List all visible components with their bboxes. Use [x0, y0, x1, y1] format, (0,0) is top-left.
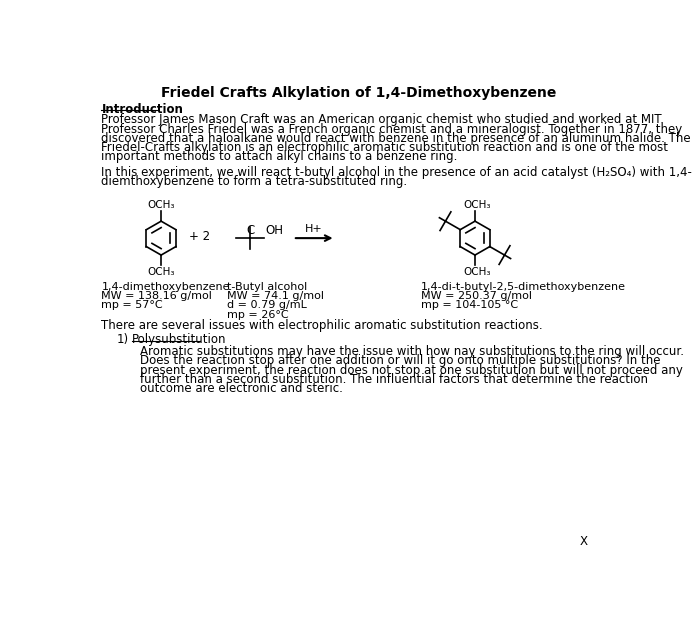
- Text: Professor James Mason Craft was an American organic chemist who studied and work: Professor James Mason Craft was an Ameri…: [102, 114, 664, 127]
- Text: Professor Charles Friedel was a French organic chemist and a mineralogist. Toget: Professor Charles Friedel was a French o…: [102, 123, 682, 135]
- Text: diemthoxybenzene to form a tetra-substituted ring.: diemthoxybenzene to form a tetra-substit…: [102, 175, 407, 188]
- Text: discovered that a haloalkane would react with benzene in the presence of an alum: discovered that a haloalkane would react…: [102, 132, 691, 145]
- Text: further than a second substitution. The influential factors that determine the r: further than a second substitution. The …: [140, 373, 648, 386]
- Text: + 2: + 2: [189, 230, 210, 243]
- Text: 1): 1): [117, 333, 129, 346]
- Text: OCH₃: OCH₃: [148, 266, 175, 276]
- Text: In this experiment, we will react t-butyl alcohol in the presence of an acid cat: In this experiment, we will react t-buty…: [102, 166, 692, 178]
- Text: Friedel Crafts Alkylation of 1,4-Dimethoxybenzene: Friedel Crafts Alkylation of 1,4-Dimetho…: [161, 85, 556, 100]
- Text: MW = 250.37 g/mol: MW = 250.37 g/mol: [421, 291, 532, 301]
- Text: mp = 26°C: mp = 26°C: [227, 310, 288, 319]
- Text: OCH₃: OCH₃: [463, 266, 491, 276]
- Text: MW = 138.16 g/mol: MW = 138.16 g/mol: [102, 291, 212, 301]
- Text: X: X: [580, 535, 587, 548]
- Text: t-Butyl alcohol: t-Butyl alcohol: [227, 282, 307, 292]
- Text: d = 0.79 g/mL: d = 0.79 g/mL: [227, 301, 307, 311]
- Text: OCH₃: OCH₃: [463, 200, 491, 210]
- Text: Does the reaction stop after one addition or will it go onto multiple substituti: Does the reaction stop after one additio…: [140, 354, 661, 368]
- Text: MW = 74.1 g/mol: MW = 74.1 g/mol: [227, 291, 324, 301]
- Text: Aromatic substitutions may have the issue with how nay substitutions to the ring: Aromatic substitutions may have the issu…: [140, 345, 684, 358]
- Text: outcome are electronic and steric.: outcome are electronic and steric.: [140, 382, 343, 395]
- Text: OCH₃: OCH₃: [148, 200, 175, 210]
- Text: Polysubstitution: Polysubstitution: [132, 333, 226, 346]
- Text: Friedel-Crafts alkylation is an electrophilic aromatic substitution reaction and: Friedel-Crafts alkylation is an electrop…: [102, 141, 668, 154]
- Text: important methods to attach alkyl chains to a benzene ring.: important methods to attach alkyl chains…: [102, 150, 458, 163]
- Text: OH: OH: [266, 225, 284, 237]
- Text: mp = 57°C: mp = 57°C: [102, 301, 163, 311]
- Text: There are several issues with electrophilic aromatic substitution reactions.: There are several issues with electrophi…: [102, 319, 543, 332]
- Text: C: C: [246, 225, 254, 237]
- Text: 1,4-dimethoxybenzene: 1,4-dimethoxybenzene: [102, 282, 230, 292]
- Text: mp = 104-105 °C: mp = 104-105 °C: [421, 301, 518, 311]
- Text: present experiment, the reaction does not stop at one substitution but will not : present experiment, the reaction does no…: [140, 364, 683, 377]
- Text: 1,4-di-t-butyl-2,5-dimethoxybenzene: 1,4-di-t-butyl-2,5-dimethoxybenzene: [421, 282, 626, 292]
- Text: Introduction: Introduction: [102, 102, 183, 115]
- Text: H+: H+: [305, 224, 323, 234]
